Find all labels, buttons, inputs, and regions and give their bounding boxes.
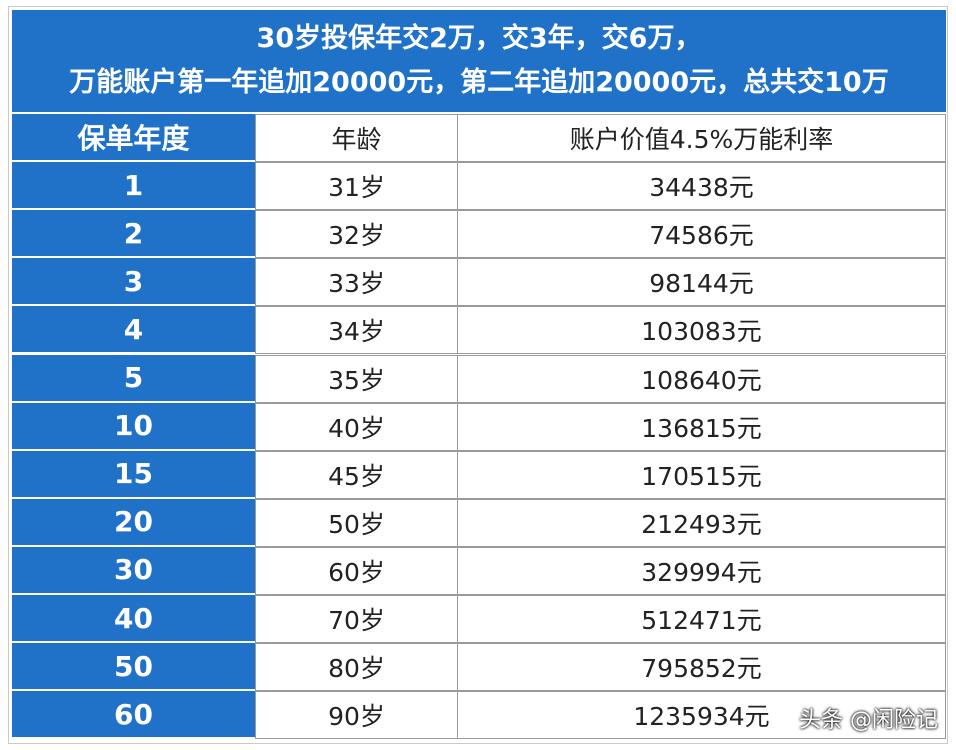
table-cell: 98144元 <box>457 258 946 307</box>
table-cell: 795852元 <box>457 643 946 692</box>
table-cell: 108640元 <box>457 354 946 403</box>
table-cell: 33岁 <box>255 258 458 307</box>
row-header-cell: 50 <box>12 643 255 692</box>
table-cell: 50岁 <box>255 498 458 547</box>
row-header-cell: 4 <box>12 306 255 355</box>
table-cell: 70岁 <box>255 595 458 644</box>
table-cell: 1235934元 <box>457 691 946 740</box>
row-header-cell: 30 <box>12 546 255 595</box>
table-cell: 32岁 <box>255 210 458 259</box>
row-header-cell: 1 <box>12 162 255 211</box>
table-cell: 136815元 <box>457 402 946 451</box>
title-line: 30岁投保年交2万，交3年，交6万， <box>256 23 702 54</box>
table-cell: 31岁 <box>255 162 458 211</box>
table-cell: 34438元 <box>457 162 946 211</box>
watermark: 头条 @闲险记 <box>799 708 938 733</box>
row-header-cell: 3 <box>12 258 255 307</box>
table-cell: 74586元 <box>457 210 946 259</box>
table-cell: 512471元 <box>457 595 946 644</box>
table-cell: 60岁 <box>255 546 458 595</box>
row-header-cell: 60 <box>12 691 255 740</box>
table-frame <box>8 6 948 744</box>
table-cell: 34岁 <box>255 306 458 355</box>
table-cell: 80岁 <box>255 643 458 692</box>
table-cell: 170515元 <box>457 450 946 499</box>
header-cell: 保单年度 <box>12 114 255 163</box>
row-header-cell: 15 <box>12 450 255 499</box>
title-line: 万能账户第一年追加20000元，第二年追加20000元，总共交10万 <box>69 67 889 98</box>
table-cell: 329994元 <box>457 546 946 595</box>
row-header-cell: 2 <box>12 210 255 259</box>
table-cell: 103083元 <box>457 306 946 355</box>
row-header-cell: 5 <box>12 354 255 403</box>
table-cell: 40岁 <box>255 402 458 451</box>
row-header-cell: 10 <box>12 402 255 451</box>
table-cell: 45岁 <box>255 450 458 499</box>
header-cell: 年龄 <box>255 114 458 163</box>
table-cell: 90岁 <box>255 691 458 740</box>
table-title: 30岁投保年交2万，交3年，交6万， 万能账户第一年追加20000元，第二年追加… <box>12 10 946 112</box>
header-cell: 账户价值4.5%万能利率 <box>457 114 946 163</box>
row-header-cell: 20 <box>12 498 255 547</box>
table-cell: 35岁 <box>255 354 458 403</box>
row-header-cell: 40 <box>12 595 255 644</box>
table-cell: 212493元 <box>457 498 946 547</box>
